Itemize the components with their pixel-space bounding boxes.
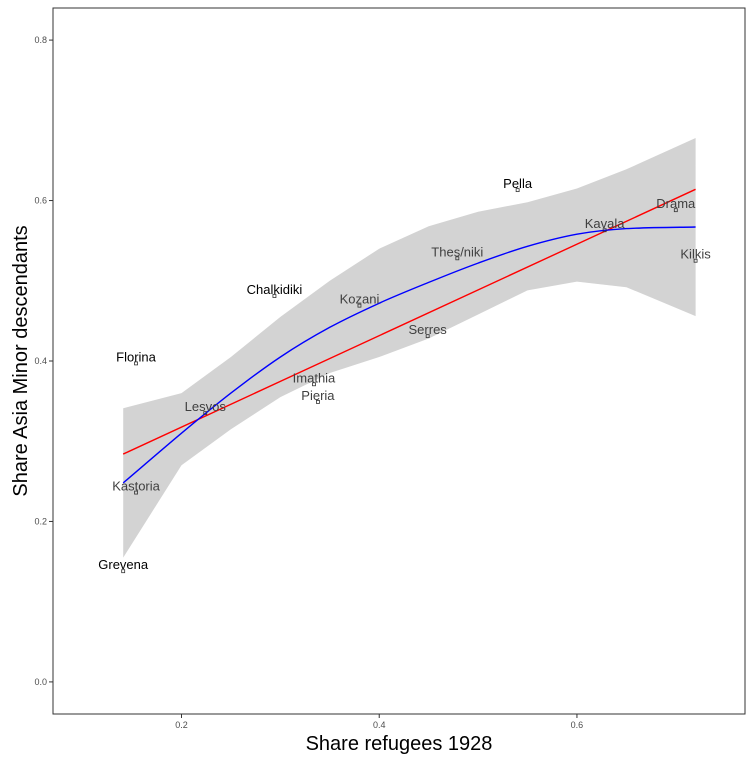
point-imathia xyxy=(312,382,316,387)
point-drama xyxy=(673,208,678,213)
point-label-drama: Drama xyxy=(656,196,696,211)
point-label-thes-niki: Thes/niki xyxy=(431,244,483,259)
point-grevena xyxy=(121,569,126,574)
y-tick-label: 0.2 xyxy=(34,516,47,526)
point-kozani xyxy=(357,303,362,308)
point-pella xyxy=(515,188,520,193)
y-tick-label: 0.8 xyxy=(34,35,47,45)
point-chalkidiki xyxy=(272,294,277,298)
point-label-florina: Florina xyxy=(116,349,157,364)
y-axis-title: Share Asia Minor descendants xyxy=(10,225,32,496)
point-label-imathia: Imathia xyxy=(293,370,336,385)
point-label-serres: Serres xyxy=(409,322,448,337)
point-label-pella: Pella xyxy=(503,176,533,191)
linear-fit-line xyxy=(122,188,696,455)
x-tick-label: 0.2 xyxy=(175,720,188,730)
y-tick-label: 0.6 xyxy=(34,196,47,206)
point-labels-layer: Pella Drama Kavala Kilkis Thes/niki Chalkidik… xyxy=(98,176,711,572)
x-axis-title: Share refugees 1928 xyxy=(306,733,493,755)
point-label-chalkidiki: Chalkidiki xyxy=(247,282,303,297)
point-kilkis xyxy=(693,258,698,263)
point-label-kilkis: Kilkis xyxy=(680,247,711,262)
fit-lines-layer xyxy=(122,188,696,484)
point-label-kastoria: Kastoria xyxy=(112,479,160,494)
points-layer xyxy=(121,188,698,574)
point-label-kozani: Kozani xyxy=(340,292,380,307)
point-label-lesvos: Lesvos xyxy=(185,399,227,414)
plot-frame xyxy=(52,7,746,715)
point-lesvos xyxy=(203,411,208,416)
confidence-band xyxy=(123,138,696,558)
y-tick-label: 0.4 xyxy=(34,356,47,366)
axes-layer: 0.2 0.4 0.6 0.0 0.2 0.4 0.6 0.8 xyxy=(34,35,583,730)
point-kastoria xyxy=(134,490,138,495)
loess-fit-line xyxy=(122,226,696,484)
y-tick-label: 0.0 xyxy=(34,677,47,687)
point-label-pieria: Pieria xyxy=(301,388,335,403)
point-thes-niki xyxy=(455,256,460,261)
point-label-kavala: Kavala xyxy=(585,216,626,231)
point-serres xyxy=(425,334,430,339)
point-pieria xyxy=(316,400,320,404)
point-kavala xyxy=(602,228,607,233)
point-label-grevena: Grevena xyxy=(98,557,149,572)
confidence-band-layer xyxy=(123,138,696,558)
x-tick-label: 0.6 xyxy=(571,720,584,730)
x-tick-label: 0.4 xyxy=(373,720,386,730)
point-florina xyxy=(134,361,138,366)
